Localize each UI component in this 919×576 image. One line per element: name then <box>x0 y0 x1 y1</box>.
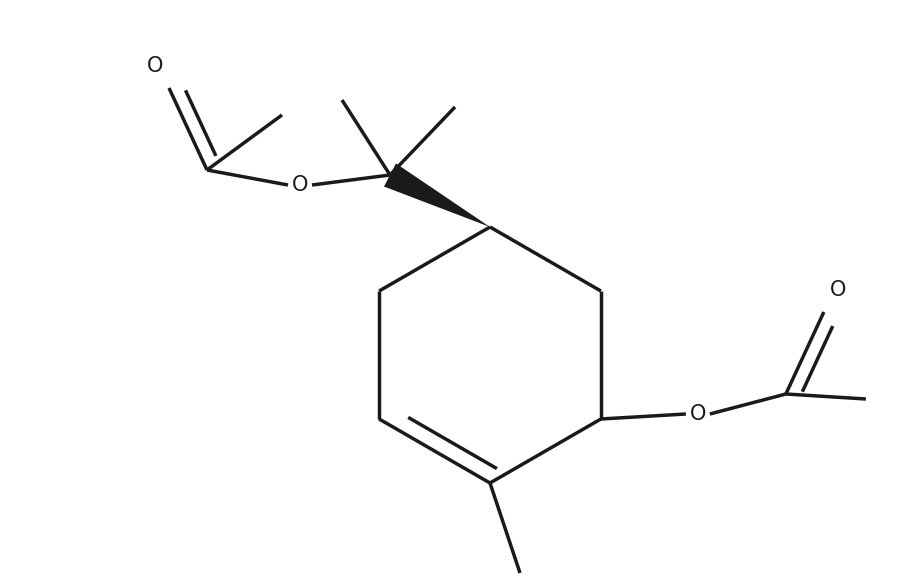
Text: O: O <box>291 175 308 195</box>
Polygon shape <box>383 164 490 227</box>
Text: O: O <box>689 404 705 424</box>
Text: O: O <box>147 56 163 76</box>
Text: O: O <box>829 280 845 300</box>
